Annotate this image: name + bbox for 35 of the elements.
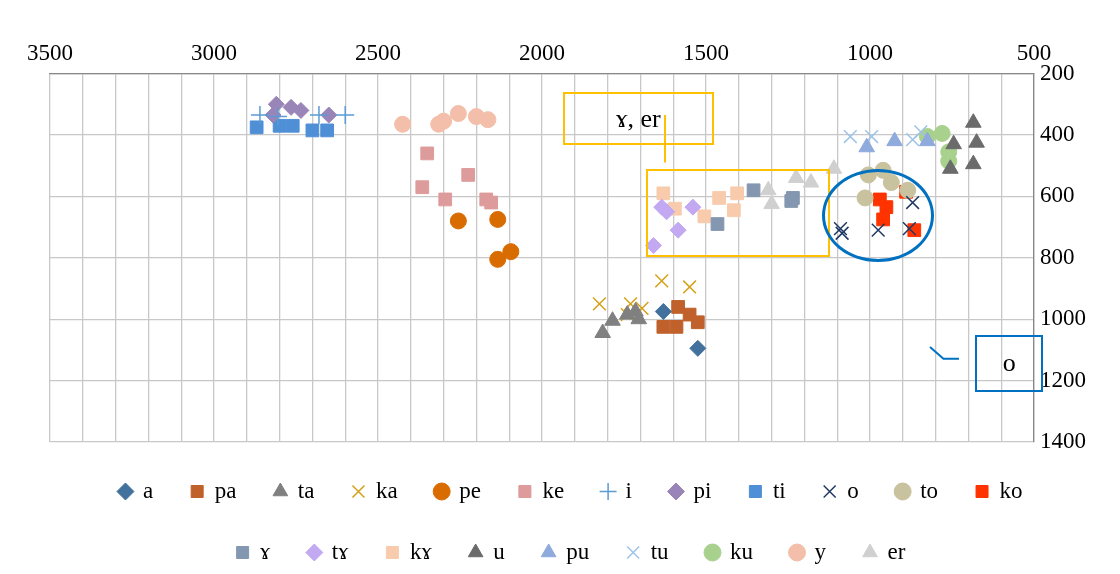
legend-label: ti (772, 477, 786, 503)
y-tick-label: 1400 (1040, 428, 1086, 454)
legend-label: ka (375, 477, 398, 503)
x-tick-label: 2000 (519, 39, 565, 65)
x-tick-label: 2500 (355, 39, 401, 65)
legend-label: tɤ (331, 538, 350, 564)
annotation: o (1002, 348, 1016, 378)
y-tick-label: 400 (1040, 121, 1075, 147)
legend-label: to (920, 477, 939, 503)
x-tick-label: 1000 (847, 39, 893, 65)
legend-label: kɤ (409, 538, 433, 564)
y-tick-label: 1000 (1040, 305, 1086, 331)
legend-label: i (625, 477, 632, 503)
legend-label: ɤ (260, 538, 272, 564)
legend-label: er (887, 538, 906, 564)
legend-label: ko (999, 477, 1023, 503)
legend-label: u (493, 538, 506, 564)
legend-label: ta (297, 477, 315, 503)
x-tick-label: 3500 (27, 39, 73, 65)
y-tick-label: 600 (1040, 182, 1075, 208)
legend-label: y (814, 538, 827, 564)
legend-label: pi (693, 477, 712, 503)
legend-label: pu (566, 538, 590, 564)
y-tick-label: 1200 (1040, 366, 1086, 392)
y-tick-label: 800 (1040, 243, 1075, 269)
x-tick-label: 1500 (683, 39, 729, 65)
legend-label: a (142, 477, 154, 503)
legend-label: o (847, 477, 859, 503)
legend-label: pe (459, 477, 481, 503)
legend-label: ke (542, 477, 565, 503)
x-tick-label: 3000 (191, 39, 237, 65)
legend-label: ku (730, 538, 754, 564)
legend-label: pa (214, 477, 237, 503)
annotation: ɤ, er (562, 92, 714, 146)
legend-label: tu (650, 538, 670, 564)
